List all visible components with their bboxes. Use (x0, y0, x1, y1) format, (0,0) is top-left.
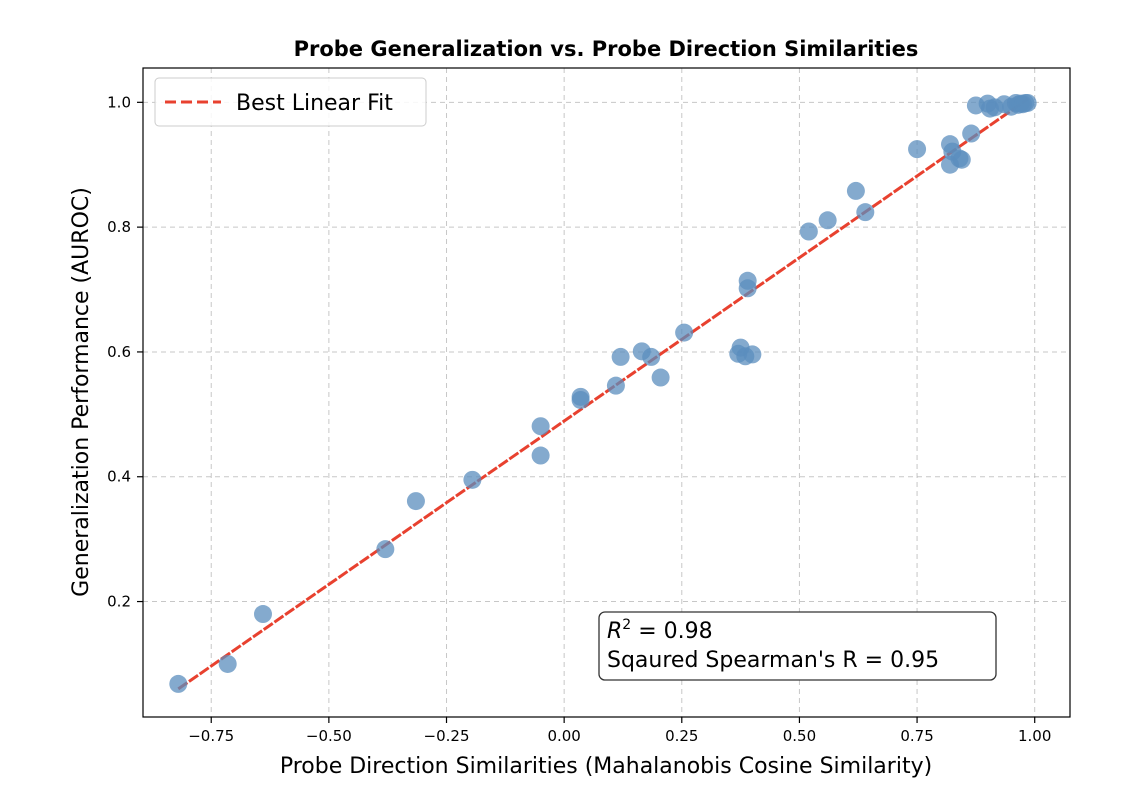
y-tick-label: 0.8 (107, 218, 131, 236)
y-axis-ticks: 0.2 0.4 0.6 0.8 1.0 (107, 93, 143, 611)
data-point (675, 323, 694, 342)
legend-entry-label: Best Linear Fit (236, 91, 393, 116)
x-tick-label: 0.25 (665, 727, 698, 745)
x-tick-label: −0.75 (188, 727, 234, 745)
data-point (611, 347, 630, 366)
data-point (463, 470, 482, 489)
data-point (1018, 93, 1037, 112)
y-axis-label: Generalization Performance (AUROC) (69, 187, 94, 597)
data-point (846, 181, 865, 200)
r-squared-value: = 0.98 (631, 619, 712, 644)
y-tick-label: 0.2 (107, 593, 131, 611)
x-axis-label: Probe Direction Similarities (Mahalanobi… (280, 754, 932, 779)
r-squared-exponent: 2 (622, 617, 631, 633)
data-point (856, 203, 875, 222)
data-point (738, 271, 757, 290)
y-tick-label: 1.0 (107, 93, 131, 111)
r-squared-text: R2 = 0.98 (607, 617, 713, 644)
data-point (253, 605, 272, 624)
legend-box (154, 77, 427, 127)
data-point (169, 674, 188, 693)
data-point (218, 654, 237, 673)
stats-box (598, 611, 997, 681)
data-point (531, 417, 550, 436)
grid (143, 68, 1070, 717)
legend: Best Linear Fit (154, 77, 427, 127)
data-point (743, 345, 762, 364)
data-point (908, 140, 927, 159)
x-tick-label: 0.75 (900, 727, 933, 745)
y-tick-label: 0.4 (107, 468, 131, 486)
data-point (571, 387, 590, 406)
x-tick-label: 0.50 (783, 727, 816, 745)
plot-frame (142, 67, 1071, 718)
data-point (799, 222, 818, 241)
r-squared-symbol: R (607, 619, 622, 644)
data-point (406, 492, 425, 511)
x-axis-ticks: −0.75 −0.50 −0.25 0.00 0.25 0.50 0.75 1.00 (188, 717, 1051, 745)
x-tick-label: 1.00 (1018, 727, 1051, 745)
data-point (606, 376, 625, 395)
spearman-text: Sqaured Spearman's R = 0.95 (607, 648, 939, 673)
data-point (962, 124, 981, 143)
y-tick-label: 0.6 (107, 343, 131, 361)
data-point (952, 150, 971, 169)
x-tick-label: −0.50 (306, 727, 352, 745)
points-layer (169, 93, 1037, 693)
best-linear-fit-line (177, 97, 1029, 691)
x-tick-label: −0.25 (424, 727, 470, 745)
data-point (642, 347, 661, 366)
stats-annotation: R2 = 0.98 Sqaured Spearman's R = 0.95 (598, 611, 997, 681)
data-point (376, 540, 395, 559)
data-point (531, 446, 550, 465)
data-point (818, 211, 837, 230)
data-point (651, 368, 670, 387)
chart-title: Probe Generalization vs. Probe Direction… (294, 37, 919, 61)
fit-line-layer (177, 97, 1029, 691)
x-tick-label: 0.00 (547, 727, 580, 745)
